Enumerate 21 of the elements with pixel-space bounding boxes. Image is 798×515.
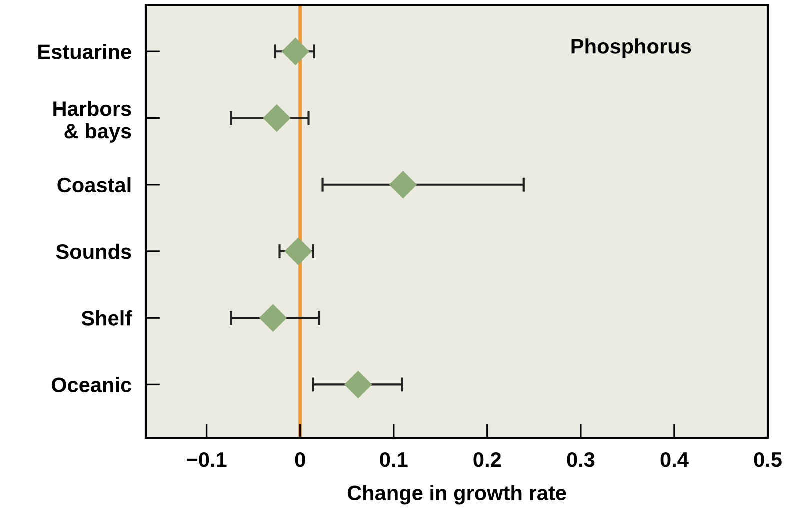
x-tick-label: 0.4 bbox=[660, 452, 689, 468]
x-tick-label: 0 bbox=[295, 452, 306, 468]
y-tick-label: Coastal bbox=[58, 177, 131, 193]
y-tick-label: Shelf bbox=[82, 310, 132, 326]
point bbox=[282, 38, 310, 66]
point bbox=[263, 104, 291, 132]
x-tick-label: 0.2 bbox=[474, 452, 502, 468]
point bbox=[259, 304, 288, 332]
point bbox=[344, 370, 372, 399]
y-tick-label: Oceanic bbox=[52, 377, 132, 392]
x-tick-label: 0.3 bbox=[567, 452, 595, 468]
x-tick-label: −0.1 bbox=[187, 452, 227, 468]
y-tick-label: Estuarine bbox=[38, 44, 132, 60]
x-tick-label: 0.1 bbox=[380, 452, 408, 468]
point bbox=[284, 238, 312, 266]
y-tick-label: Sounds bbox=[56, 244, 132, 260]
point bbox=[389, 170, 418, 199]
annotation: Phosphorus bbox=[572, 38, 692, 58]
x-tick-label: 0.5 bbox=[754, 452, 782, 468]
y-tick-label: Harbors & bays bbox=[54, 100, 132, 143]
x-axis-title: Change in growth rate bbox=[348, 485, 566, 505]
